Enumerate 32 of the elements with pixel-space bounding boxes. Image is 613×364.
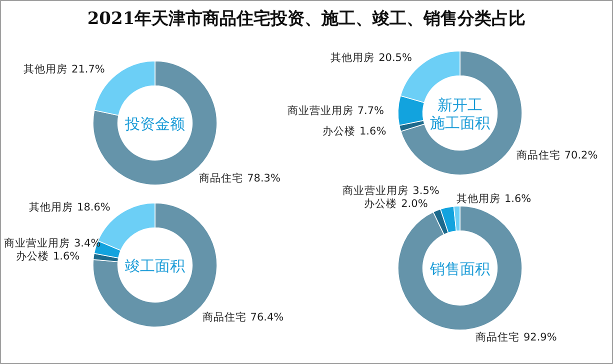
slice-label: 商品住宅 xyxy=(199,171,244,184)
data-label: 1.6% xyxy=(360,125,386,138)
slice-label: 办公楼 xyxy=(16,249,49,262)
data-label: 1.6% xyxy=(52,250,80,262)
data-label: 21.7% xyxy=(72,64,105,76)
slice-label: 商业营业用房 xyxy=(287,104,354,118)
slice-label: 商业营业用房 xyxy=(342,184,409,198)
text: 竣工面积 xyxy=(125,257,185,275)
data-label: 76.4% xyxy=(250,312,284,324)
data-label: 20.5% xyxy=(378,52,412,64)
chart-title: 2021年天津市商品住宅投资、施工、竣工、销售分类占比 xyxy=(87,9,526,29)
data-label: 7.7% xyxy=(357,105,384,118)
slice-label: 商品住宅 xyxy=(475,330,520,344)
data-label: 1.6% xyxy=(504,193,532,206)
text: 销售面积 xyxy=(429,260,490,278)
slice-label: 其他用房 xyxy=(456,192,500,206)
slice-label: 办公楼 xyxy=(364,197,398,210)
data-label: 92.9% xyxy=(523,331,557,344)
data-label: 78.3% xyxy=(247,172,280,184)
slice-label: 其他用房 xyxy=(29,200,74,214)
data-label: 70.2% xyxy=(564,150,598,162)
slice-label: 商品住宅 xyxy=(202,310,246,324)
slice-label: 其他用房 xyxy=(330,51,375,64)
slice-label: 其他用房 xyxy=(24,62,68,76)
text: 投资金额 xyxy=(124,115,185,133)
text: 新开工施工面积 xyxy=(430,96,490,132)
data-label: 2.0% xyxy=(401,198,428,210)
data-label: 18.6% xyxy=(77,202,110,214)
slice-label: 商品住宅 xyxy=(516,148,560,162)
slice-label: 商业营业用房 xyxy=(4,236,70,250)
slice-label: 办公楼 xyxy=(322,124,356,138)
data-label: 3.5% xyxy=(412,185,440,198)
